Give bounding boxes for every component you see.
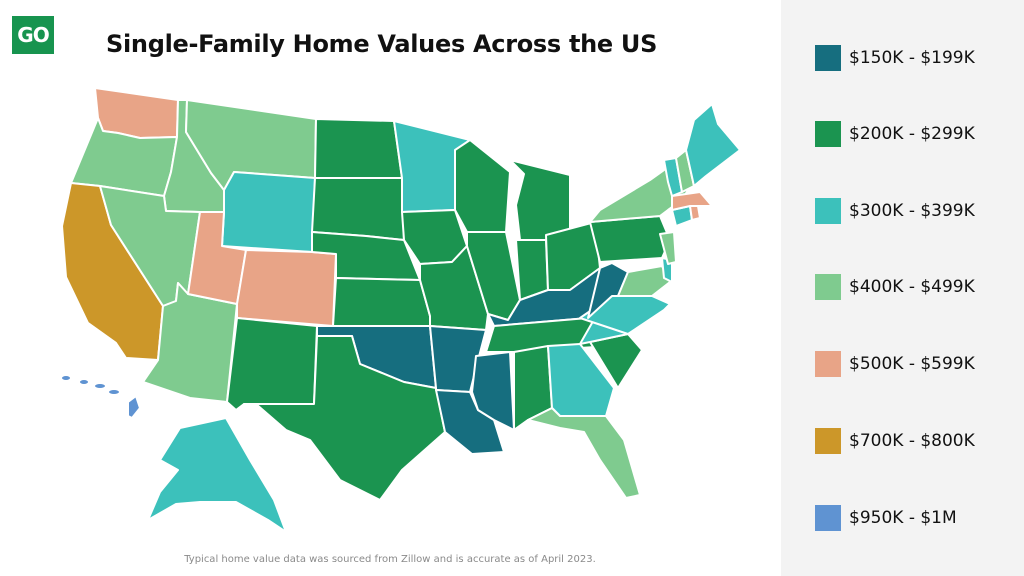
state-tx	[243, 335, 446, 501]
legend-label: $300K - $399K	[849, 201, 975, 221]
source-footnote: Typical home value data was sourced from…	[184, 554, 596, 565]
legend-item-700k-800k: $700K - $800K	[815, 427, 975, 455]
legend-swatch	[815, 121, 841, 147]
state-mi	[509, 159, 571, 241]
legend: $150K - $199K $200K - $299K $300K - $399…	[781, 0, 1024, 576]
logo: GO	[12, 16, 54, 54]
state-sd	[311, 177, 405, 241]
legend-label: $950K - $1M	[849, 508, 957, 528]
legend-swatch	[815, 505, 841, 531]
state-wy	[221, 171, 316, 253]
state-la	[435, 389, 505, 455]
legend-item-200k-299k: $200K - $299K	[815, 120, 975, 148]
legend-item-950k-1m: $950K - $1M	[815, 504, 957, 532]
legend-label: $200K - $299K	[849, 124, 975, 144]
legend-label: $500K - $599K	[849, 354, 975, 374]
state-nd	[314, 118, 403, 179]
map-title: Single-Family Home Values Across the US	[106, 30, 658, 58]
legend-label: $700K - $800K	[849, 431, 975, 451]
state-ms	[471, 351, 515, 431]
state-fl	[527, 407, 641, 499]
state-wi	[454, 139, 511, 233]
legend-swatch	[815, 198, 841, 224]
legend-label: $400K - $499K	[849, 277, 975, 297]
state-hi-island	[95, 384, 105, 388]
state-wa	[94, 87, 179, 139]
legend-item-300k-399k: $300K - $399K	[815, 197, 975, 225]
legend-label: $150K - $199K	[849, 48, 975, 68]
state-ma	[671, 191, 713, 211]
state-hi	[127, 395, 141, 419]
us-map	[61, 87, 741, 533]
state-hi-island	[109, 390, 119, 394]
legend-swatch	[815, 274, 841, 300]
state-ak	[147, 417, 287, 533]
state-pa	[589, 215, 671, 263]
state-nm	[226, 317, 318, 411]
legend-swatch	[815, 351, 841, 377]
state-md	[617, 265, 671, 297]
state-co	[236, 249, 337, 327]
state-me	[685, 103, 741, 187]
legend-swatch	[815, 45, 841, 71]
legend-item-500k-599k: $500K - $599K	[815, 350, 975, 378]
state-nj	[659, 231, 677, 265]
state-ri	[689, 205, 701, 221]
legend-item-400k-499k: $400K - $499K	[815, 273, 975, 301]
legend-item-150k-199k: $150K - $199K	[815, 44, 975, 72]
state-hi-island	[62, 376, 70, 380]
state-ks	[332, 277, 431, 327]
state-hi-island	[80, 380, 88, 384]
legend-swatch	[815, 428, 841, 454]
state-az	[142, 282, 238, 403]
